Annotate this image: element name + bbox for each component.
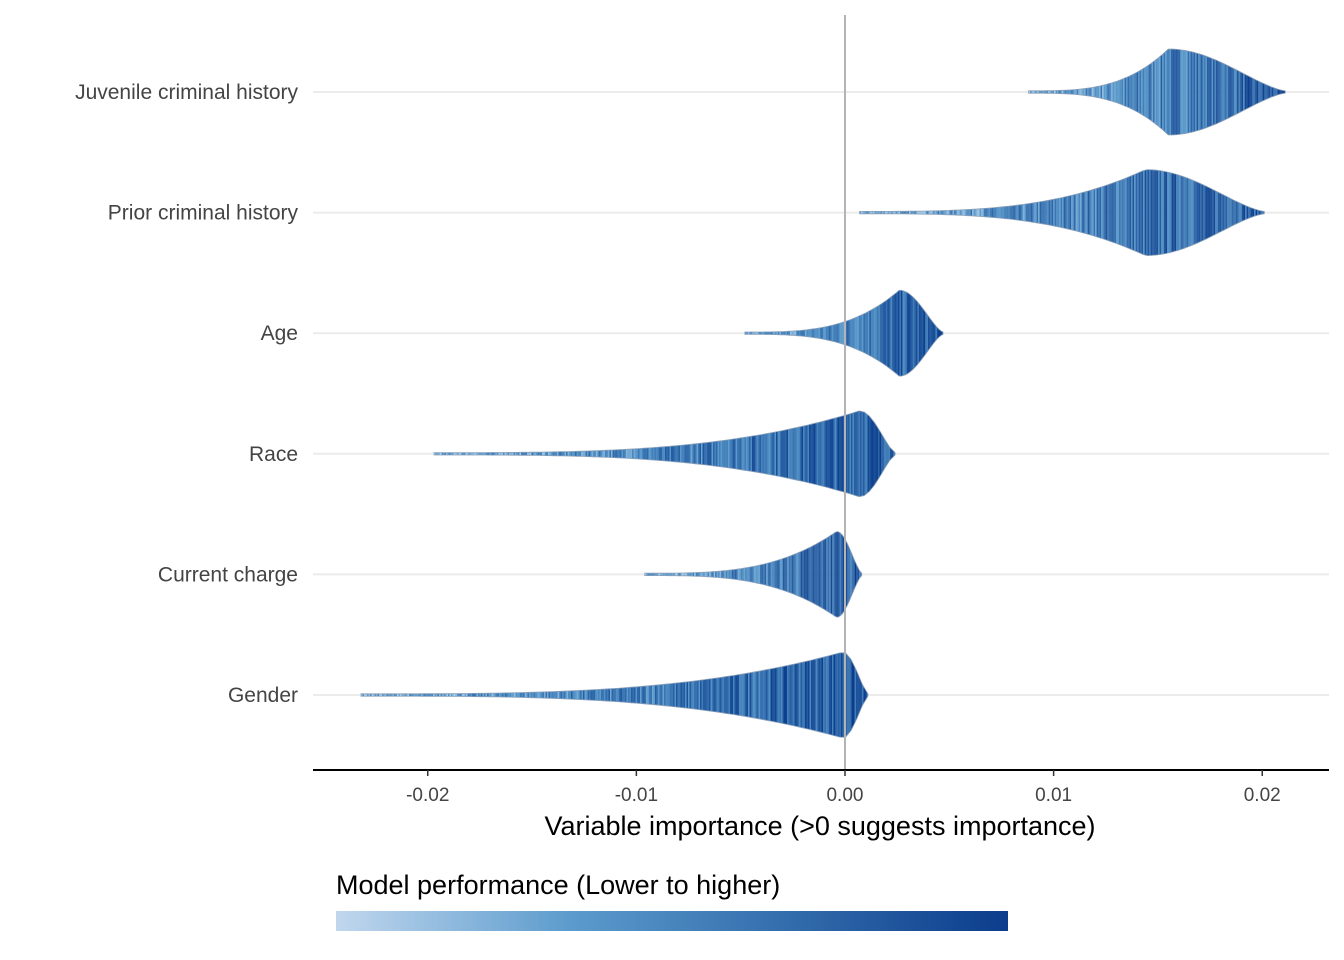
legend-color-bar xyxy=(336,911,1008,931)
legend: Model performance (Lower to higher) xyxy=(336,870,1008,931)
category-label: Race xyxy=(249,443,298,466)
violin-fill xyxy=(434,410,896,497)
x-tick-label: -0.02 xyxy=(406,785,449,806)
violin-fill xyxy=(361,652,868,738)
category-labels: Juvenile criminal history Prior criminal … xyxy=(75,81,298,707)
violin xyxy=(1028,48,1286,136)
violin-outline xyxy=(744,289,944,377)
legend-title: Model performance (Lower to higher) xyxy=(336,870,780,900)
x-tick-label: 0.02 xyxy=(1244,785,1281,806)
violin xyxy=(644,531,863,618)
violin xyxy=(360,652,869,738)
violin-outline xyxy=(360,652,869,738)
category-label: Juvenile criminal history xyxy=(75,81,298,104)
violin xyxy=(433,410,896,498)
category-label: Gender xyxy=(228,684,298,707)
violin-fill xyxy=(859,169,1265,256)
violin xyxy=(744,289,944,377)
violin xyxy=(859,169,1265,257)
x-axis: -0.02 -0.01 0.00 0.01 0.02 xyxy=(313,769,1329,806)
x-tick-label: 0.01 xyxy=(1035,785,1072,806)
violin-outline xyxy=(433,410,896,498)
x-tick-label: -0.01 xyxy=(615,785,658,806)
category-label: Age xyxy=(261,322,298,345)
category-label: Prior criminal history xyxy=(108,202,299,225)
violin-outline xyxy=(644,531,863,618)
category-label: Current charge xyxy=(158,563,298,586)
violin-layer xyxy=(360,48,1286,738)
violin-fill xyxy=(644,531,862,618)
violin-outline xyxy=(859,169,1265,257)
x-tick-label: 0.00 xyxy=(826,785,863,806)
x-axis-title: Variable importance (>0 suggests importa… xyxy=(544,811,1095,841)
violin-fill xyxy=(744,290,943,377)
violin-outline xyxy=(1028,48,1286,136)
violin-fill xyxy=(1028,49,1286,135)
